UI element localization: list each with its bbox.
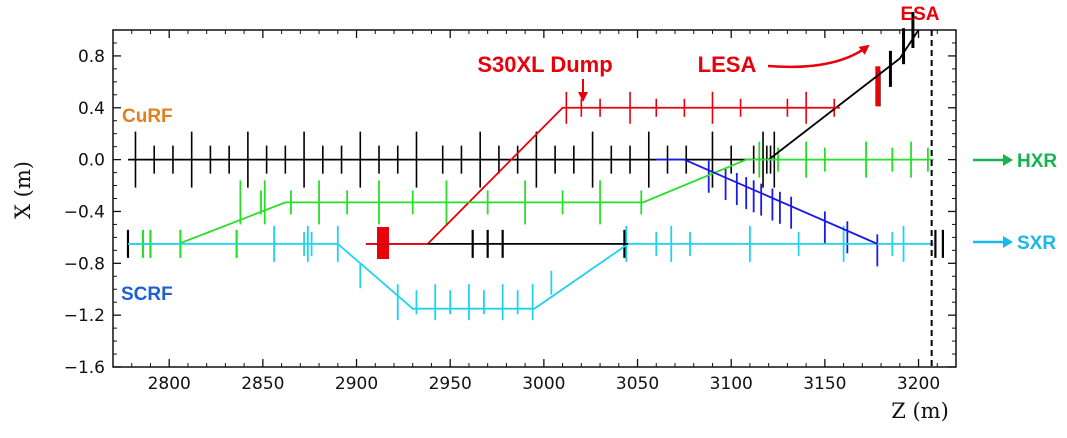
x-tick-label: 3150 <box>803 374 846 394</box>
y-tick-label: −0.4 <box>64 202 105 222</box>
y-tick-label: 0.4 <box>78 99 105 119</box>
x-tick-label: 2950 <box>429 374 472 394</box>
x-axis-label: Z (m) <box>891 399 949 423</box>
y-tick-label: 0.0 <box>78 151 105 171</box>
x-tick-label: 2900 <box>335 374 378 394</box>
s30xl-dump-label: S30XL Dump <box>477 52 612 77</box>
tick-labels: 2800 2850 2900 2950 3000 3050 3100 3150 3200 −1.6… <box>64 47 940 394</box>
y-tick-label: −0.8 <box>64 254 105 274</box>
beamline-paths <box>127 29 934 310</box>
x-tick-label: 3100 <box>710 374 753 394</box>
hxr-label: HXR <box>1017 151 1057 172</box>
beam-path <box>768 29 920 161</box>
beam-path <box>127 242 934 310</box>
y-axis-label: X (m) <box>11 161 35 219</box>
y-tick-label: 0.8 <box>78 47 105 67</box>
x-tick-label: 3200 <box>897 374 940 394</box>
axis-ticks <box>112 30 957 368</box>
hxr-arrowhead-icon <box>1003 154 1013 166</box>
y-tick-label: −1.6 <box>64 358 105 378</box>
beam-path <box>656 158 878 245</box>
plot-frame <box>112 29 957 368</box>
x-tick-label: 2800 <box>148 374 191 394</box>
y-tick-label: −1.2 <box>64 306 105 326</box>
lesa-label: LESA <box>698 52 757 77</box>
lesa-arrow <box>767 44 870 69</box>
x-tick-label: 2850 <box>241 374 284 394</box>
beam-path <box>127 158 934 245</box>
sxr-label: SXR <box>1017 233 1056 254</box>
beam-path <box>427 106 840 245</box>
scrf-label: SCRF <box>121 284 173 305</box>
curf-label: CuRF <box>122 106 173 127</box>
esa-label: ESA <box>900 4 939 25</box>
x-tick-label: 3000 <box>522 374 565 394</box>
x-tick-label: 3050 <box>616 374 659 394</box>
esa-red-element <box>875 66 881 107</box>
sxr-arrowhead-icon <box>1003 236 1013 248</box>
